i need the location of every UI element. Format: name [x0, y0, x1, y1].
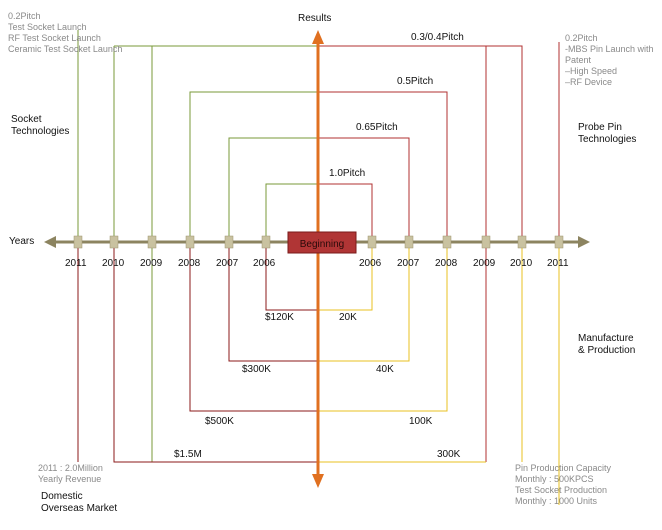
revenue-label-500k: $500K [205, 416, 234, 427]
probe-line-2010 [486, 45, 523, 242]
quadrant-probe-line-2: Technologies [578, 134, 637, 145]
probe-milestone-4: –High Speed [565, 66, 618, 76]
results-title: Results [298, 13, 332, 24]
quadrant-manufacture-line-2: & Production [578, 345, 636, 356]
axis-tick-2 [147, 235, 157, 249]
axis-tick-1 [109, 235, 119, 249]
production-line-2008 [318, 242, 448, 412]
market-line-2008 [189, 242, 318, 412]
quadrant-probe-technologies: Probe Pin Technologies [578, 122, 636, 146]
production-note-line-1: Pin Production Capacity [515, 463, 612, 473]
results-arrow-down [312, 474, 324, 488]
production-note-line-2: Monthly : 500KPCS [515, 474, 594, 484]
pitch-label-0-65: 0.65Pitch [356, 122, 398, 133]
socket-milestone-1: 0.2Pitch [8, 11, 41, 21]
socket-line-2009 [151, 45, 318, 462]
year-left-2011: 2011 [65, 258, 87, 269]
market-line-2006 [265, 242, 318, 311]
production-note-line-4: Monthly : 1000 Units [515, 496, 598, 506]
revenue-label-120k: $120K [265, 312, 294, 323]
level-2006-box [265, 183, 373, 311]
units-label-20k: 20K [339, 312, 357, 323]
probe-line-2008 [318, 91, 448, 242]
axis-arrow-left [44, 236, 56, 248]
axis-tick-10 [517, 235, 527, 249]
year-right-2008: 2008 [435, 258, 458, 269]
revenue-note-line-1: 2011 : 2.0Million [38, 463, 103, 473]
year-left-2010: 2010 [102, 258, 125, 269]
probe-milestone-5: –RF Device [565, 77, 613, 87]
probe-milestones: 0.2Pitch -MBS Pin Launch with Patent –Hi… [565, 33, 654, 88]
production-note-line-3: Test Socket Production [515, 485, 608, 495]
production-line-2006 [318, 242, 373, 311]
probe-milestone-1: 0.2Pitch [565, 33, 598, 43]
socket-line-2007 [228, 137, 318, 242]
level-2008-box [189, 91, 448, 412]
socket-milestone-4: Ceramic Test Socket Launch [8, 44, 123, 54]
quadrant-market: Domestic Overseas Market [41, 491, 117, 515]
year-right-2007: 2007 [397, 258, 420, 269]
socket-milestone-2: Test Socket Launch [8, 22, 87, 32]
level-2007-box [228, 137, 410, 362]
axis-tick-4 [224, 235, 234, 249]
quadrant-socket-line-2: Technologies [11, 126, 70, 137]
year-right-2011: 2011 [547, 258, 569, 269]
axis-tick-6 [367, 235, 377, 249]
probe-line-2006 [318, 183, 373, 242]
axis-tick-0 [73, 235, 83, 249]
revenue-note: 2011 : 2.0Million Yearly Revenue [38, 463, 103, 485]
results-axis [312, 30, 324, 488]
units-label-300k: 300K [437, 449, 461, 460]
year-right-2006: 2006 [359, 258, 382, 269]
axis-tick-8 [442, 235, 452, 249]
probe-milestone-3: Patent [565, 55, 592, 65]
year-left-2007: 2007 [216, 258, 239, 269]
socket-milestone-3: RF Test Socket Launch [8, 33, 101, 43]
years-axis-label: Years [9, 236, 35, 247]
year-right-2010: 2010 [510, 258, 533, 269]
socket-milestones: 0.2Pitch Test Socket Launch RF Test Sock… [8, 11, 122, 55]
quadrant-manufacture-production: Manufacture & Production [578, 333, 635, 357]
socket-line-2008 [189, 91, 318, 242]
pitch-label-0-3-0-4: 0.3/0.4Pitch [411, 32, 464, 43]
pitch-label-1-0: 1.0Pitch [329, 168, 366, 179]
year-left-2009: 2009 [140, 258, 163, 269]
year-left-2008: 2008 [178, 258, 201, 269]
axis-tick-5 [261, 235, 271, 249]
beginning-box [287, 231, 357, 254]
probe-line-2009 [318, 45, 487, 462]
beginning-label: Beginning [300, 239, 344, 250]
quadrant-market-line-1: Domestic [41, 491, 83, 502]
results-arrow-up [312, 30, 324, 44]
revenue-note-line-2: Yearly Revenue [38, 474, 102, 484]
axis-tick-3 [185, 235, 195, 249]
probe-milestone-2: -MBS Pin Launch with [565, 44, 654, 54]
revenue-label-1-5m: $1.5M [174, 449, 202, 460]
market-line-2007 [228, 242, 318, 362]
quadrant-probe-line-1: Probe Pin [578, 122, 622, 133]
production-note: Pin Production Capacity Monthly : 500KPC… [515, 463, 611, 507]
quadrant-market-line-2: Overseas Market [41, 503, 118, 514]
axis-tick-11 [554, 235, 564, 249]
units-label-40k: 40K [376, 364, 394, 375]
quadrant-manufacture-line-1: Manufacture [578, 333, 634, 344]
outer-lines [77, 30, 560, 505]
quadrant-socket-technologies: Socket Technologies [11, 114, 69, 138]
pitch-label-0-5: 0.5Pitch [397, 76, 434, 87]
axis-tick-9 [481, 235, 491, 249]
year-left-2006: 2006 [253, 258, 276, 269]
revenue-label-300k: $300K [242, 364, 271, 375]
axis-tick-7 [404, 235, 414, 249]
production-line-2007 [318, 242, 410, 362]
axis-arrow-right [578, 236, 590, 248]
quadrant-socket-line-1: Socket [11, 114, 42, 125]
units-label-100k: 100K [409, 416, 433, 427]
year-right-2009: 2009 [473, 258, 496, 269]
market-line-2010 [113, 242, 318, 463]
socket-line-2006 [265, 183, 318, 242]
probe-line-2007 [318, 137, 410, 242]
